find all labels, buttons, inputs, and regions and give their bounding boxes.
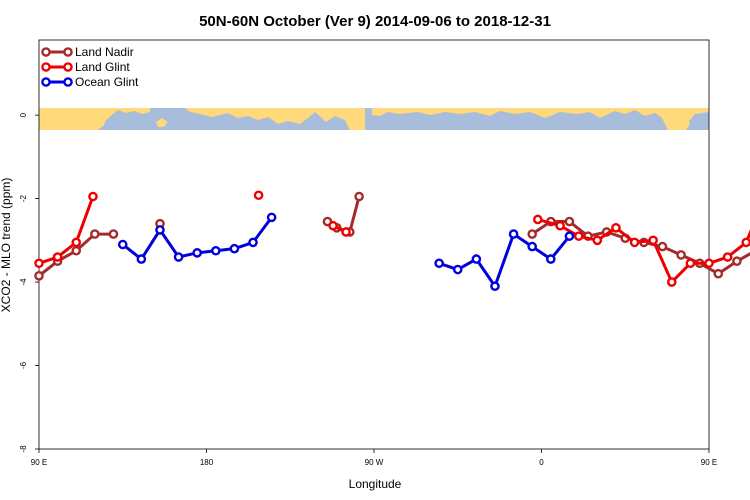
chart-title: 50N-60N October (Ver 9) 2014-09-06 to 20…	[199, 13, 551, 30]
map-land-asia	[39, 108, 150, 130]
land-glint-point	[555, 220, 565, 231]
land-glint-point	[532, 214, 543, 225]
plot-frame	[38, 39, 710, 450]
land-glint-point	[685, 258, 696, 269]
series-layer	[34, 190, 750, 292]
ocean-glint-point	[173, 252, 184, 262]
land-nadir-point	[34, 271, 44, 281]
ocean-glint-point	[192, 248, 202, 258]
land-nadir-point	[354, 191, 364, 202]
legend-swatch-marker	[41, 62, 51, 72]
ocean-glint-point	[452, 264, 463, 275]
y-tick-label: -4	[19, 278, 28, 286]
x-tick-label: 0	[539, 458, 544, 467]
series-ocean-glint	[117, 212, 575, 292]
ocean-glint-point	[229, 243, 240, 254]
series-land-glint	[34, 190, 750, 287]
land-glint-point	[592, 235, 603, 246]
map-strip	[39, 108, 709, 130]
ocean-glint-point	[211, 245, 221, 256]
land-nadir-point	[71, 245, 82, 256]
land-glint-point	[52, 252, 63, 262]
legend-label: Land Glint	[75, 60, 130, 74]
land-glint-point	[71, 237, 82, 248]
land-glint-point	[629, 237, 640, 248]
land-glint-point	[666, 277, 677, 287]
y-tick-label: 0	[19, 112, 28, 117]
legend-item-land-nadir: Land Nadir	[41, 45, 134, 59]
ocean-glint-point	[564, 231, 575, 241]
land-nadir-point	[564, 216, 575, 227]
ocean-glint-point	[434, 258, 444, 269]
land-glint-point	[34, 258, 44, 269]
y-axis-label: XCO2 - MLO trend (ppm)	[0, 178, 13, 313]
ocean-glint-point	[527, 241, 537, 252]
ocean-glint-point	[155, 225, 165, 235]
legend-swatch-marker	[41, 47, 51, 57]
ocean-glint-point	[136, 254, 147, 264]
land-glint-point	[704, 258, 714, 269]
ocean-glint-point	[266, 212, 277, 223]
land-glint-point	[611, 223, 621, 233]
ocean-glint-point	[508, 229, 519, 239]
axes: 90 E 180 90 W 0 90 E 0 -2 -4 -6 -8	[19, 112, 717, 467]
x-tick-label: 90 E	[31, 458, 47, 467]
ocean-glint-point	[490, 281, 500, 292]
land-glint-point	[253, 190, 264, 201]
x-axis-label: Longitude	[349, 477, 402, 491]
series-land-nadir	[34, 191, 750, 281]
land-glint-point	[88, 191, 98, 202]
y-tick-label: -8	[19, 445, 28, 453]
legend-swatch-marker	[41, 77, 51, 87]
ocean-glint-point	[471, 254, 482, 264]
legend-swatch-marker	[63, 62, 73, 72]
land-glint-point	[328, 220, 338, 231]
land-glint-point	[722, 252, 733, 262]
ocean-glint-point	[117, 239, 128, 250]
land-nadir-point	[108, 229, 119, 239]
x-tick-label: 90 W	[365, 458, 384, 467]
legend-swatch-marker	[63, 47, 73, 57]
map-land-alaska	[185, 108, 365, 130]
legend-label: Ocean Glint	[75, 75, 139, 89]
legend-item-ocean-glint: Ocean Glint	[41, 75, 139, 89]
land-nadir-point	[90, 229, 100, 239]
map-land-europe	[372, 108, 709, 130]
legend-item-land-glint: Land Glint	[41, 60, 130, 74]
land-glint-point	[648, 235, 658, 246]
land-nadir-point	[676, 250, 686, 260]
ocean-glint-point	[546, 254, 556, 264]
land-nadir-point	[657, 241, 668, 252]
land-glint-point	[741, 237, 750, 248]
land-nadir-point	[713, 268, 724, 279]
land-nadir-point	[732, 256, 742, 266]
x-tick-label: 180	[200, 458, 214, 467]
land-nadir-point	[527, 229, 537, 239]
land-glint-point	[341, 227, 351, 237]
y-tick-label: -2	[19, 194, 28, 202]
land-glint-point	[573, 231, 584, 241]
land-glint-line	[38, 195, 95, 265]
y-tick-label: -6	[19, 361, 28, 369]
x-tick-label: 90 E	[701, 458, 717, 467]
legend-label: Land Nadir	[75, 45, 134, 59]
legend-swatch-marker	[63, 77, 73, 87]
ocean-glint-point	[248, 237, 258, 248]
